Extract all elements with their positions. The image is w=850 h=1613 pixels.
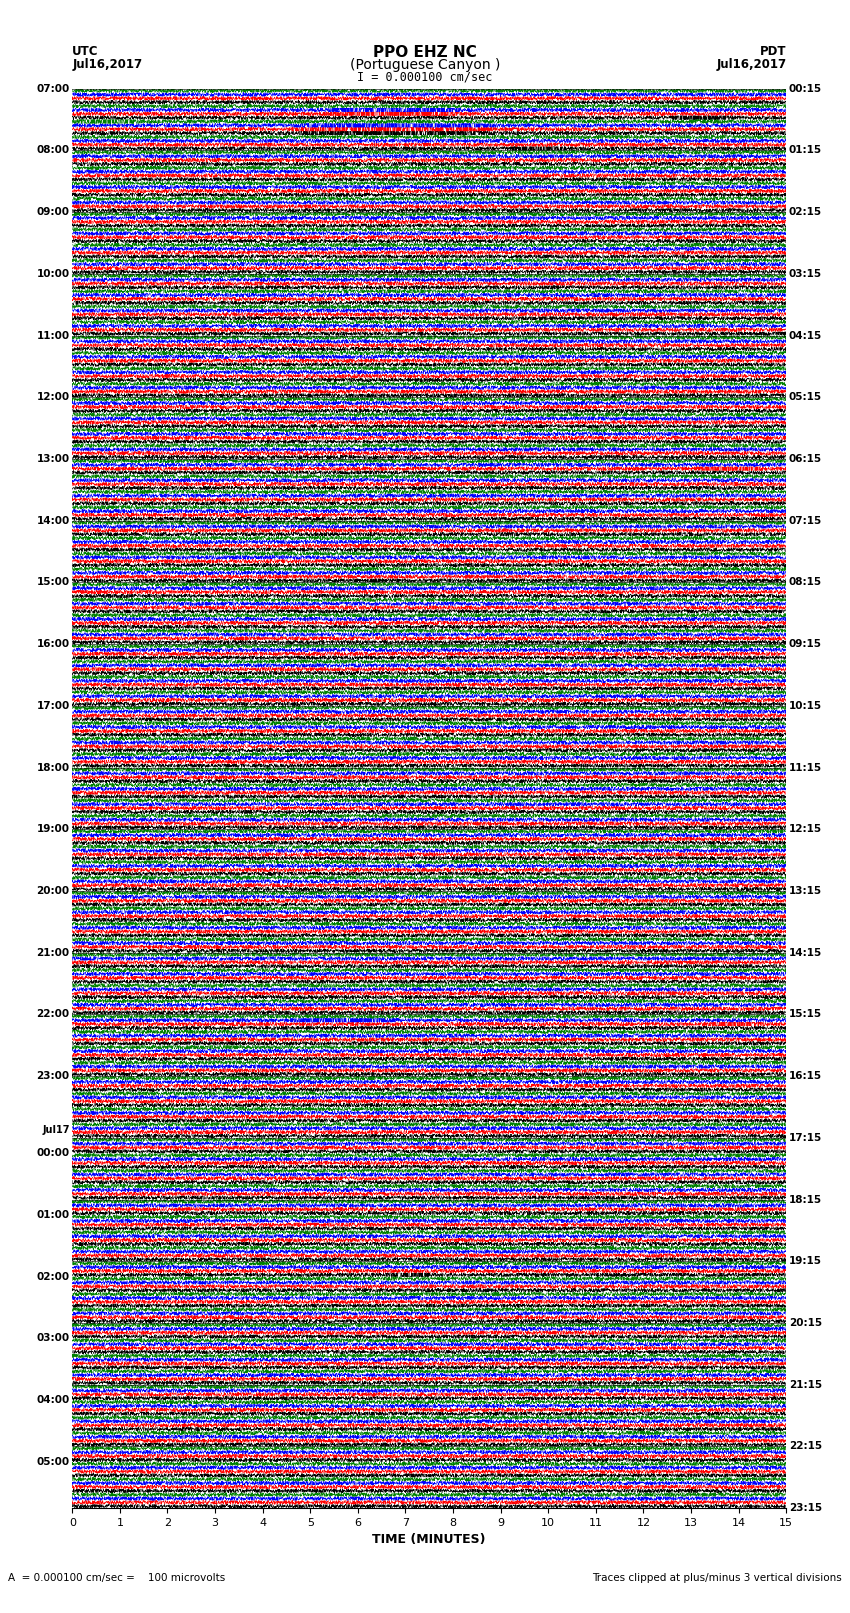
Text: 16:00: 16:00 <box>37 639 70 648</box>
Text: 21:15: 21:15 <box>789 1379 822 1390</box>
Text: 13:00: 13:00 <box>37 453 70 465</box>
Text: 04:15: 04:15 <box>789 331 822 340</box>
Text: 23:15: 23:15 <box>789 1503 822 1513</box>
Text: 22:00: 22:00 <box>37 1010 70 1019</box>
Text: 05:00: 05:00 <box>37 1457 70 1466</box>
Text: 05:15: 05:15 <box>789 392 822 402</box>
Text: 19:15: 19:15 <box>789 1257 822 1266</box>
Text: 02:15: 02:15 <box>789 206 822 218</box>
Text: 18:00: 18:00 <box>37 763 70 773</box>
Text: Jul17: Jul17 <box>42 1126 70 1136</box>
Text: 06:15: 06:15 <box>789 453 822 465</box>
Text: Jul16,2017: Jul16,2017 <box>72 58 142 71</box>
Text: 21:00: 21:00 <box>37 948 70 958</box>
Text: 01:15: 01:15 <box>789 145 822 155</box>
Text: 11:00: 11:00 <box>37 331 70 340</box>
Text: 00:15: 00:15 <box>789 84 822 94</box>
Text: 07:00: 07:00 <box>37 84 70 94</box>
Text: I = 0.000100 cm/sec: I = 0.000100 cm/sec <box>357 71 493 84</box>
Text: 09:00: 09:00 <box>37 206 70 218</box>
Text: 09:15: 09:15 <box>789 639 822 648</box>
Text: 18:15: 18:15 <box>789 1195 822 1205</box>
Text: UTC: UTC <box>72 45 99 58</box>
Text: 12:00: 12:00 <box>37 392 70 402</box>
Text: 03:15: 03:15 <box>789 269 822 279</box>
Text: 22:15: 22:15 <box>789 1442 822 1452</box>
Text: 01:00: 01:00 <box>37 1210 70 1219</box>
Text: 14:00: 14:00 <box>37 516 70 526</box>
Text: 02:00: 02:00 <box>37 1271 70 1282</box>
Text: 17:00: 17:00 <box>37 702 70 711</box>
Text: 08:00: 08:00 <box>37 145 70 155</box>
Text: 11:15: 11:15 <box>789 763 822 773</box>
Text: 07:15: 07:15 <box>789 516 822 526</box>
Text: 04:00: 04:00 <box>37 1395 70 1405</box>
Text: 20:15: 20:15 <box>789 1318 822 1327</box>
Text: 08:15: 08:15 <box>789 577 822 587</box>
Text: A  = 0.000100 cm/sec =    100 microvolts: A = 0.000100 cm/sec = 100 microvolts <box>8 1573 226 1582</box>
Text: Jul16,2017: Jul16,2017 <box>716 58 786 71</box>
Text: PDT: PDT <box>760 45 786 58</box>
Text: 15:15: 15:15 <box>789 1010 822 1019</box>
Text: 00:00: 00:00 <box>37 1148 70 1158</box>
Text: 17:15: 17:15 <box>789 1132 822 1144</box>
Text: 15:00: 15:00 <box>37 577 70 587</box>
Text: 16:15: 16:15 <box>789 1071 822 1081</box>
Text: 14:15: 14:15 <box>789 948 822 958</box>
Text: 13:15: 13:15 <box>789 886 822 895</box>
Text: 12:15: 12:15 <box>789 824 822 834</box>
Text: 19:00: 19:00 <box>37 824 70 834</box>
Text: 20:00: 20:00 <box>37 886 70 895</box>
Text: 10:00: 10:00 <box>37 269 70 279</box>
Text: PPO EHZ NC: PPO EHZ NC <box>373 45 477 60</box>
X-axis label: TIME (MINUTES): TIME (MINUTES) <box>372 1534 486 1547</box>
Text: (Portuguese Canyon ): (Portuguese Canyon ) <box>350 58 500 71</box>
Text: 23:00: 23:00 <box>37 1071 70 1081</box>
Text: 10:15: 10:15 <box>789 702 822 711</box>
Text: Traces clipped at plus/minus 3 vertical divisions: Traces clipped at plus/minus 3 vertical … <box>592 1573 842 1582</box>
Text: 03:00: 03:00 <box>37 1334 70 1344</box>
